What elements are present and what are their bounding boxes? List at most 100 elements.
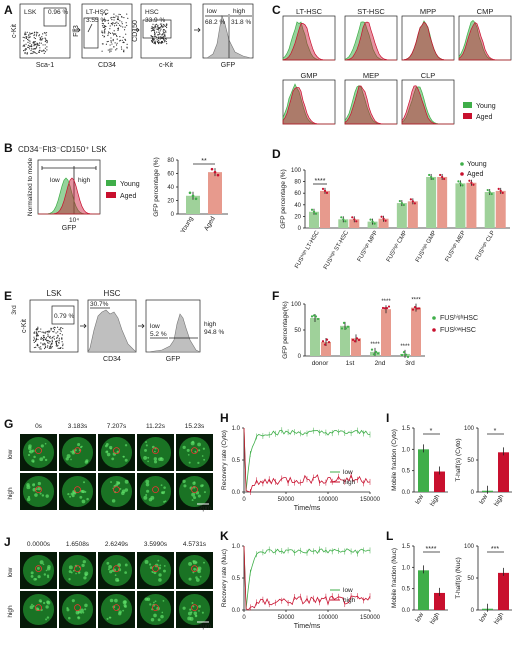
granule [153,460,158,464]
aged-histogram [344,85,397,125]
flow-dot [29,40,31,42]
y-tick-label: 0.0 [232,490,241,496]
flow-dot [51,340,53,343]
granule [68,565,73,570]
flow-dot [61,337,63,339]
flow-dot [45,331,47,333]
data-point [402,203,405,207]
recovery-curve-low [243,545,371,609]
granule [86,497,89,501]
data-point [188,191,192,195]
data-point [191,194,195,198]
significance-label: * [494,428,497,435]
flow-dot [44,345,47,347]
flow-dot [24,33,26,35]
granule [143,455,148,460]
flow-dot [57,331,59,333]
flow-dot [121,23,123,25]
flow-dot [57,344,59,346]
data-point [409,198,412,201]
flow-dot [44,32,46,34]
flow-dot [109,51,111,53]
flow-dot [30,49,32,52]
flow-dot [46,42,48,44]
flow-dot [116,21,118,23]
flow-dot [33,336,35,338]
legend-low: low [343,587,353,594]
recovery-curve-high [243,427,371,493]
granule [121,489,126,494]
data-point [312,314,316,317]
granule [109,598,114,603]
flow-dot [62,347,64,349]
panel-label-f: F [272,289,279,303]
flow-dot [45,39,47,41]
y-tick-label: 80 [294,180,301,186]
flow-dot [59,347,61,349]
data-point [370,348,374,351]
data-point [497,187,500,190]
granule [37,575,41,579]
flow-dot [23,50,25,52]
granule [81,563,85,568]
granule [81,499,86,504]
aged-histogram [458,21,511,61]
bleach-roi [191,486,198,494]
flow-dot [38,34,41,36]
x-tick-label: 2nd [375,360,386,367]
granule [45,494,49,498]
y-tick-label: 1.5 [402,426,411,432]
flow-dot [61,341,63,343]
panel-label-k: K [220,529,229,543]
flow-dot [120,25,122,27]
flow-dot [33,346,35,349]
flow-dot [29,45,31,47]
flow-dot [42,50,44,52]
y-tick-label: 1.5 [402,544,411,550]
flow-dot [114,16,116,19]
flow-dot [43,336,45,339]
granule [147,456,150,459]
timepoint-label: 3.183s [68,423,88,430]
flow-dot [33,34,36,36]
data-point [417,307,421,310]
flow-dot [107,33,109,35]
axis-ylabel: CD150 [132,20,139,42]
granule [31,449,35,453]
data-point [459,182,462,185]
flow-dot [24,48,26,50]
granule [182,445,186,450]
flow-dot [40,342,42,344]
flow-dot [123,49,125,51]
arrow-icon [138,323,145,329]
flow-dot [123,16,125,19]
data-point [342,218,345,221]
flow-dot [158,36,160,38]
data-point [488,190,491,194]
data-point [400,353,404,357]
flow-dot [113,25,116,27]
flow-dot [165,25,167,27]
data-point [398,199,401,203]
granule [43,601,46,605]
granule [40,444,44,448]
recovery-curve-high [243,545,371,611]
granule [66,607,69,610]
granule [26,497,31,502]
flow-dot [103,19,105,21]
legend-low: low [343,469,353,476]
granule [30,571,34,575]
axis-xlabel: GFP [62,225,77,232]
flow-dot [40,348,42,350]
data-point [310,208,314,211]
gate-high: high [78,177,91,184]
granule [124,563,128,567]
arrow-icon [72,27,81,33]
flow-dot [56,340,58,342]
flow-dot [163,26,165,28]
flow-dot [159,30,161,32]
flow-dot [33,51,35,53]
flow-dot [165,31,167,33]
granule [152,571,154,573]
